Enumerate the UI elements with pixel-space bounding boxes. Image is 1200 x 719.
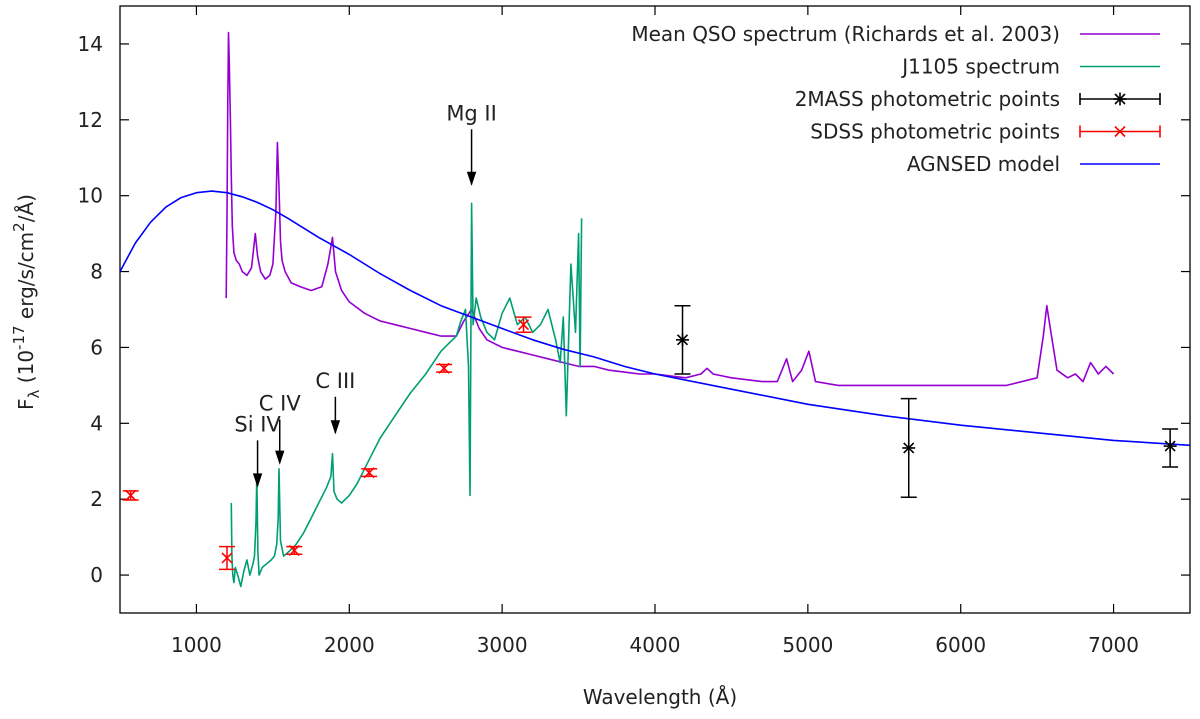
data-point [674,304,691,375]
annotation-label: Mg II [446,101,497,125]
legend-entry: SDSS photometric points [810,120,1161,144]
y-tick-label: 4 [90,411,103,435]
x-axis-ticks: 1000 2000 3000 4000 5000 6000 7000 [171,6,1139,657]
marker-stroke [288,544,300,556]
annotation-arrowhead [275,450,285,465]
annotation-si-iv: Si IV [234,412,281,488]
series-line-mean-qso-spectrum-richards-et-al-2003 [225,31,1115,387]
data-point [515,316,532,334]
y-tick-label: 14 [78,32,103,56]
x-tick-label: 7000 [1088,633,1139,657]
legend-entry: Mean QSO spectrum (Richards et al. 2003) [631,22,1160,46]
legend-entry: J1105 spectrum [900,55,1160,79]
x-axis-title: Wavelength (Å) [583,685,737,709]
legend-label: J1105 spectrum [900,55,1060,79]
annotation-arrowhead [330,420,341,435]
photometric-points-layer [122,304,1179,571]
y-axis-ticks: 0 2 4 6 8 10 12 14 [78,32,1190,587]
y-tick-label: 6 [90,335,103,359]
annotation-label: C IV [259,392,302,416]
legend: Mean QSO spectrum (Richards et al. 2003)… [631,22,1161,176]
marker-stroke [221,552,233,564]
legend-label: 2MASS photometric points [795,87,1060,111]
annotation-label: Si IV [234,412,281,436]
legend-entry: 2MASS photometric points [795,87,1161,111]
marker-stroke [438,362,450,374]
annotation-c-iii: C III [315,369,355,435]
data-point [1162,428,1179,468]
data-point [361,467,378,479]
legend-entry: AGNSED model [907,152,1160,176]
x-tick-label: 1000 [171,633,222,657]
data-point [122,489,139,501]
marker-stroke [363,467,375,479]
y-tick-label: 2 [90,487,103,511]
series-line-agnsed-model [120,190,1190,447]
marker-stroke [517,319,530,331]
annotation-c-iv: C IV [259,392,302,465]
legend-label: SDSS photometric points [810,120,1060,144]
y-tick-label: 12 [78,108,103,132]
data-point [900,397,917,499]
marker-stroke [125,489,137,501]
marker-stroke [1114,125,1126,138]
legend-label: Mean QSO spectrum (Richards et al. 2003) [631,22,1060,46]
annotation-arrowhead [252,473,263,488]
x-tick-label: 2000 [324,633,375,657]
x-tick-label: 3000 [477,633,528,657]
y-tick-label: 10 [78,184,103,208]
annotations-layer: Mg II Si IVC IV C III [234,101,497,488]
data-point [219,545,235,571]
annotation-arrowhead [466,171,477,186]
y-axis-title: Fλ (10-17 erg/s/cm2/Å) [10,194,43,410]
y-tick-label: 8 [90,260,103,284]
data-point [436,362,453,374]
x-tick-label: 6000 [935,633,986,657]
x-tick-label: 4000 [630,633,681,657]
legend-label: AGNSED model [907,152,1060,176]
data-point [286,544,303,556]
annotation-mg-ii: Mg II [446,101,497,186]
annotation-label: C III [315,369,355,393]
y-tick-label: 0 [90,563,103,587]
series-layer [120,31,1190,588]
x-tick-label: 5000 [782,633,833,657]
